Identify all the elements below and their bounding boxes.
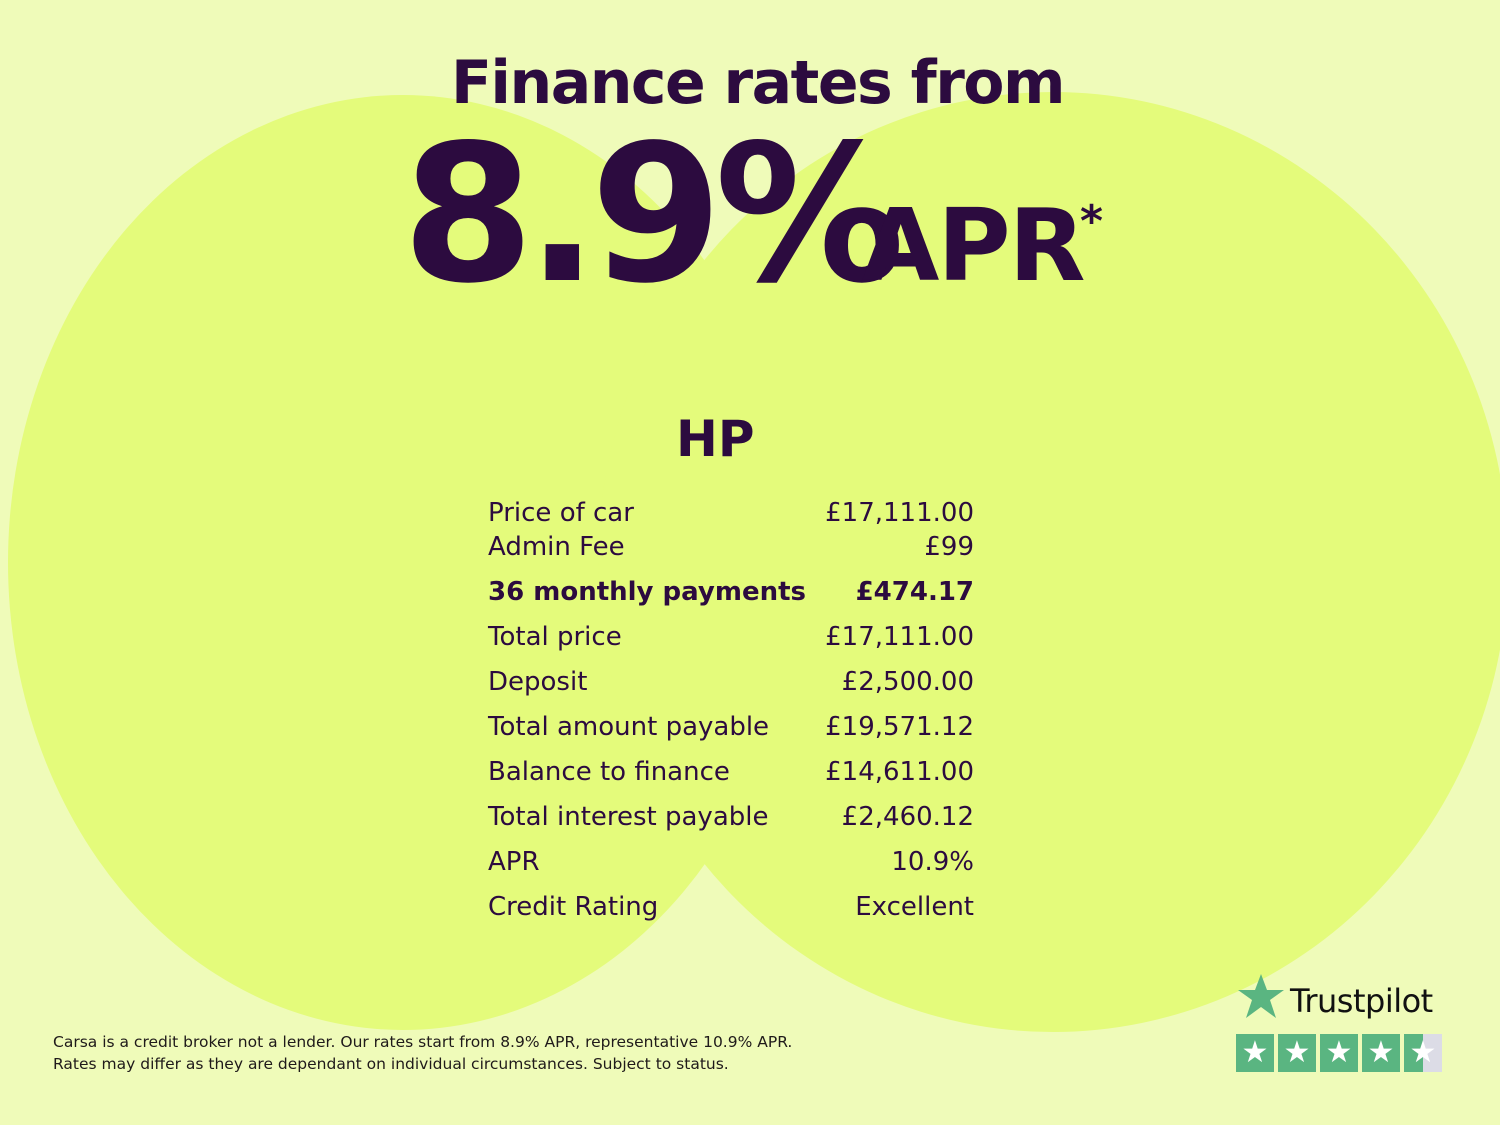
row-label: Total amount payable — [488, 712, 770, 742]
row-label: Deposit — [488, 667, 588, 697]
row-value: £2,460.12 — [841, 802, 974, 832]
table-row: Balance to finance £14,611.00 — [488, 754, 974, 799]
row-label: Price of car — [488, 498, 634, 528]
row-label: Credit Rating — [488, 892, 659, 922]
row-value: £474.17 — [855, 577, 974, 607]
row-label: Balance to finance — [488, 757, 730, 787]
row-value: 10.9% — [891, 847, 974, 877]
row-value: £17,111.00 — [825, 498, 974, 528]
row-value: £2,500.00 — [841, 667, 974, 697]
row-label: Total price — [488, 622, 622, 652]
table-row: APR 10.9% — [488, 844, 974, 889]
table-row: Total price £17,111.00 — [488, 619, 974, 664]
table-row: Credit Rating Excellent — [488, 889, 974, 934]
row-value: Excellent — [855, 892, 974, 922]
rating-star-icon: ★ — [1320, 1034, 1358, 1072]
disclaimer: Carsa is a credit broker not a lender. O… — [53, 1031, 792, 1075]
row-value: £99 — [924, 532, 974, 562]
trustpilot-name: Trustpilot — [1290, 982, 1433, 1020]
rating-star-icon: ★ — [1362, 1034, 1400, 1072]
rating-star-icon: ★ — [1278, 1034, 1316, 1072]
row-label: Admin Fee — [488, 532, 625, 562]
disclaimer-line-1: Carsa is a credit broker not a lender. O… — [53, 1033, 793, 1051]
headline-apr: APR — [862, 187, 1086, 304]
rating-star-icon: ★ — [1236, 1034, 1274, 1072]
headline-rate: 8.9% — [402, 104, 905, 325]
table-row: 36 monthly payments £474.17 — [488, 574, 974, 619]
table-row: Deposit £2,500.00 — [488, 664, 974, 709]
row-label: 36 monthly payments — [488, 577, 806, 607]
disclaimer-line-2: Rates may differ as they are dependant o… — [53, 1055, 729, 1073]
finance-table: Price of car £17,111.00 Admin Fee £99 36 mon… — [488, 495, 974, 934]
row-value: £19,571.12 — [825, 712, 974, 742]
headline-asterisk: * — [1080, 196, 1104, 247]
trustpilot-star-icon — [1238, 974, 1284, 1018]
row-value: £17,111.00 — [825, 622, 974, 652]
table-row: Total interest payable £2,460.12 — [488, 799, 974, 844]
table-row: Admin Fee £99 — [488, 529, 974, 574]
headline-title: Finance rates from — [450, 48, 1066, 118]
table-row: Total amount payable £19,571.12 — [488, 709, 974, 754]
table-row: Price of car £17,111.00 — [488, 495, 974, 529]
row-label: APR — [488, 847, 540, 877]
row-label: Total interest payable — [488, 802, 769, 832]
row-value: £14,611.00 — [825, 757, 974, 787]
rating-star-icon: ★ — [1404, 1034, 1442, 1072]
background-blob-right — [598, 92, 1500, 1032]
trustpilot-rating: ★ ★ ★ ★ ★ — [1236, 1034, 1442, 1072]
plan-name: HP — [676, 410, 755, 468]
